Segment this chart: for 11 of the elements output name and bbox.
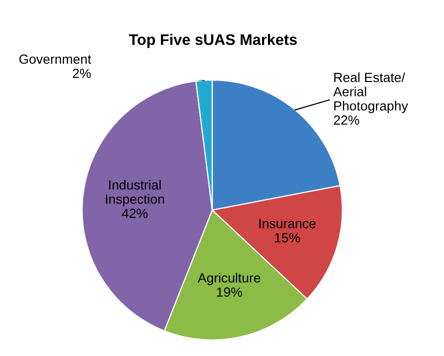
chart-title: Top Five sUAS Markets xyxy=(128,34,297,48)
data-label: 2% xyxy=(72,68,91,78)
data-label: 22% xyxy=(334,115,360,125)
slice-label: Insurance xyxy=(259,219,316,228)
data-label: 42% xyxy=(122,208,148,218)
slice-label: Real Estate/ Aerial Photography xyxy=(333,72,408,114)
data-label: 19% xyxy=(217,287,242,297)
slice-label: Government xyxy=(19,54,92,64)
slice-label: Agriculture xyxy=(198,272,260,286)
data-label: 15% xyxy=(274,233,300,242)
slice-label: Industrial Inspection xyxy=(106,180,164,206)
